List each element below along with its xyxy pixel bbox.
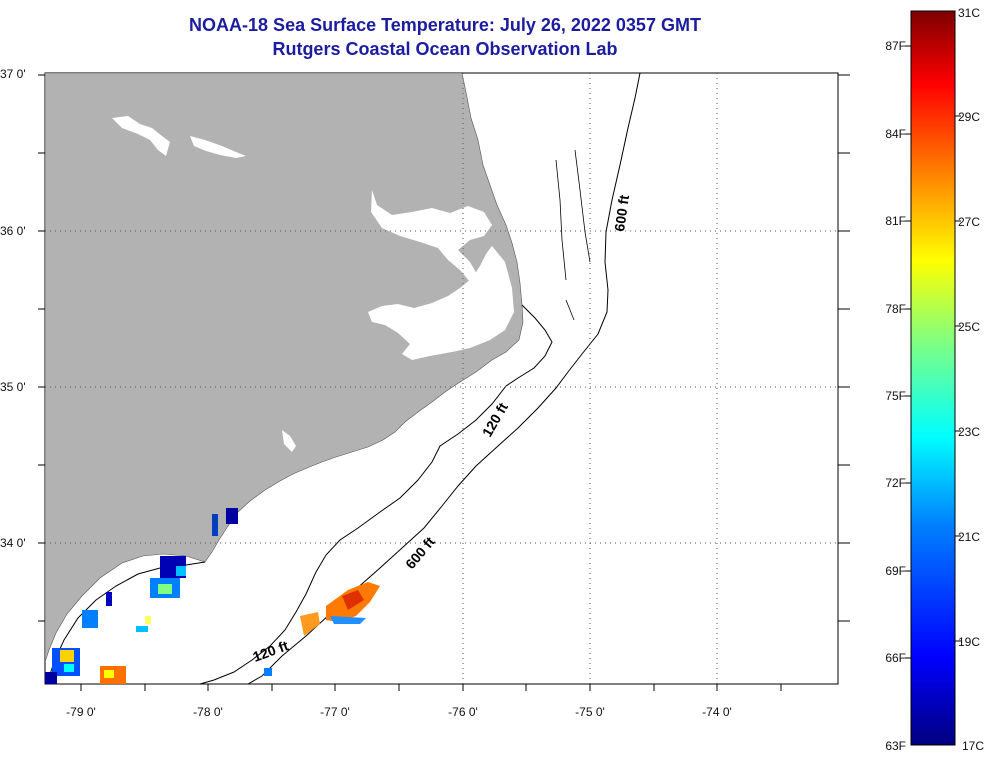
lat-label: 36 0' xyxy=(0,224,26,238)
colorbar-fahrenheit-label: 63F xyxy=(885,739,906,753)
inland-lake xyxy=(112,116,170,156)
inland-lake xyxy=(190,136,246,158)
colorbar-celsius-label: 31C xyxy=(958,6,980,20)
colorbar-celsius-label: 23C xyxy=(958,425,980,439)
colorbar-celsius-label: 17C xyxy=(962,739,984,753)
albemarle-sound xyxy=(371,190,492,282)
colorbar-fahrenheit-label: 84F xyxy=(885,127,906,141)
colorbar-celsius-label: 27C xyxy=(958,215,980,229)
lon-label: -75 0' xyxy=(575,705,605,719)
lon-label: -74 0' xyxy=(702,705,732,719)
lon-label: -78 0' xyxy=(193,705,223,719)
lon-label: -77 0' xyxy=(320,705,350,719)
map-title: NOAA-18 Sea Surface Temperature: July 26… xyxy=(189,15,701,35)
lon-label: -76 0' xyxy=(448,705,478,719)
sst-data-pixels xyxy=(45,508,380,684)
colorbar-celsius-label: 25C xyxy=(958,320,980,334)
graticule xyxy=(45,73,838,684)
lat-label: 35 0' xyxy=(0,380,26,394)
colorbar-ticks xyxy=(905,45,961,659)
colorbar-fahrenheit-label: 78F xyxy=(885,302,906,316)
colorbar-fahrenheit-label: 81F xyxy=(885,214,906,228)
map-subtitle: Rutgers Coastal Ocean Observation Lab xyxy=(272,39,618,59)
lat-label: 34 0' xyxy=(0,536,26,550)
shoal-contour xyxy=(555,149,591,321)
axis-ticks xyxy=(38,74,850,691)
colorbar-fahrenheit-label: 66F xyxy=(885,651,906,665)
colorbar-fahrenheit-label: 72F xyxy=(885,476,906,490)
contour-label: 600 ft xyxy=(611,194,632,233)
colorbar-scale xyxy=(910,10,956,746)
river-inlet xyxy=(282,430,296,452)
isobath-120ft xyxy=(199,304,553,684)
lon-label: -79 0' xyxy=(66,705,96,719)
lat-label: 37 0' xyxy=(0,67,26,81)
colorbar-celsius-label: 29C xyxy=(958,110,980,124)
colorbar-fahrenheit-label: 69F xyxy=(885,564,906,578)
colorbar-fahrenheit-label: 75F xyxy=(885,389,906,403)
pamlico-sound xyxy=(368,246,514,360)
colorbar-fahrenheit-label: 87F xyxy=(885,39,906,53)
colorbar-celsius-label: 21C xyxy=(958,530,980,544)
colorbar-celsius-label: 19C xyxy=(958,635,980,649)
